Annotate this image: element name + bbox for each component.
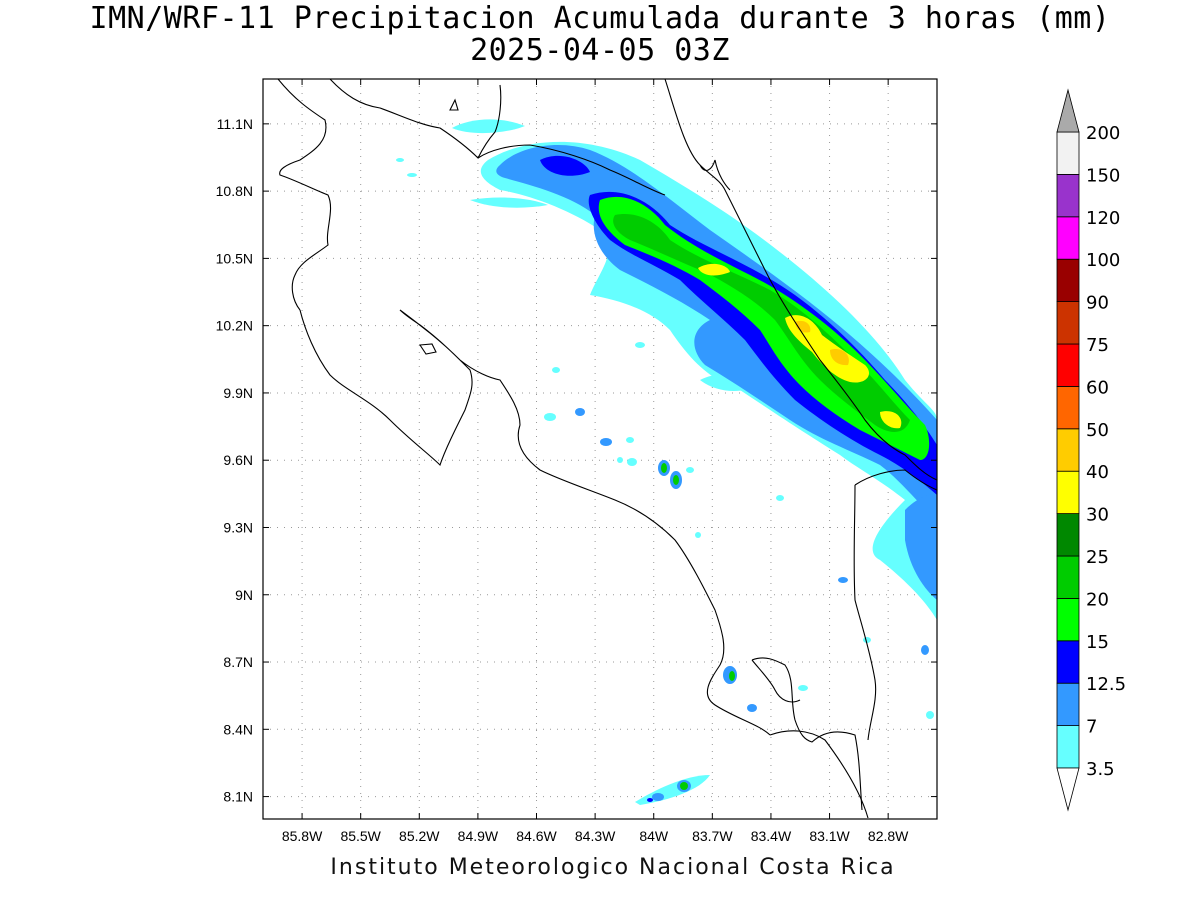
colorbar-label: 15 bbox=[1086, 632, 1109, 653]
lon-tick-label: 84.6W bbox=[516, 828, 557, 844]
colorbar-swatch bbox=[1056, 216, 1080, 260]
lon-tick-label: 83.1W bbox=[809, 828, 850, 844]
colorbar-label: 30 bbox=[1086, 505, 1109, 526]
colorbar-label: 100 bbox=[1086, 250, 1120, 271]
colorbar-swatch bbox=[1056, 640, 1080, 684]
colorbar-label: 7 bbox=[1086, 717, 1097, 738]
san-juan-river bbox=[699, 159, 731, 191]
colorbar-label: 12.5 bbox=[1086, 674, 1126, 695]
colorbar-swatch bbox=[1056, 173, 1080, 218]
burica-peninsula bbox=[751, 659, 801, 703]
lat-tick-label: 10.8N bbox=[216, 183, 253, 199]
costa-rica-nicaragua-border bbox=[477, 144, 666, 196]
colorbar-label: 40 bbox=[1086, 462, 1109, 483]
lon-tick-label: 85.8W bbox=[282, 828, 323, 844]
latitude-axis: 11.1N 10.8N 10.5N 10.2N 9.9N 9.6N 9.3N 9N 8.7N 8.… bbox=[216, 116, 937, 805]
coastlines-borders bbox=[277, 79, 937, 819]
panama-border bbox=[769, 730, 869, 819]
lon-tick-label: 85.5W bbox=[340, 828, 381, 844]
lat-tick-label: 9.6N bbox=[223, 452, 253, 468]
colorbar-label: 120 bbox=[1086, 208, 1120, 229]
footer-credit: Instituto Meteorologico Nacional Costa R… bbox=[330, 855, 896, 880]
colorbar-low-triangle bbox=[1056, 767, 1080, 812]
plot-frame bbox=[262, 78, 938, 820]
panama-caribbean-border bbox=[854, 469, 937, 491]
nicoya-gulf-island bbox=[419, 343, 437, 355]
lat-tick-label: 11.1N bbox=[217, 116, 253, 132]
island-small bbox=[449, 98, 459, 111]
map-subtitle-datetime: 2025-04-05 03Z bbox=[470, 33, 730, 68]
colorbar-swatch bbox=[1056, 258, 1080, 303]
colorbar-label: 90 bbox=[1086, 293, 1109, 314]
lat-tick-label: 10.2N bbox=[216, 318, 253, 334]
colorbar-label: 150 bbox=[1086, 165, 1120, 186]
colorbar-swatch bbox=[1056, 343, 1080, 387]
lon-tick-label: 83.7W bbox=[692, 828, 733, 844]
lon-tick-label: 82.8W bbox=[868, 828, 909, 844]
lon-tick-label: 84.9W bbox=[458, 828, 499, 844]
lon-tick-label: 83.4W bbox=[751, 828, 792, 844]
bocas-del-toro bbox=[853, 484, 877, 741]
map-title: IMN/WRF-11 Precipitacion Acumulada duran… bbox=[89, 1, 1111, 36]
colorbar-legend: 3.5 7 12.5 15 20 25 30 40 50 60 75 90 100 120 150 200 bbox=[1056, 88, 1126, 812]
lon-tick-label: 85.2W bbox=[399, 828, 440, 844]
lat-tick-label: 9.3N bbox=[223, 519, 253, 535]
colorbar-swatch bbox=[1056, 470, 1080, 515]
colorbar-swatch bbox=[1056, 301, 1080, 345]
longitude-axis: 85.8W 85.5W 85.2W 84.9W 84.6W 84.3W 84W 83.7W 83… bbox=[282, 79, 909, 844]
lat-tick-label: 8.7N bbox=[223, 654, 253, 670]
colorbar-label: 75 bbox=[1086, 335, 1109, 356]
precip-band-40 bbox=[795, 320, 849, 366]
lat-tick-label: 9.9N bbox=[223, 385, 253, 401]
colorbar-swatch bbox=[1056, 428, 1080, 472]
colorbar-swatch bbox=[1056, 555, 1080, 599]
lat-tick-label: 10.5N bbox=[216, 250, 253, 266]
colorbar-swatch bbox=[1056, 598, 1080, 642]
precip-band-7 bbox=[496, 145, 937, 600]
precip-scattered-cells bbox=[396, 158, 934, 805]
lon-tick-label: 84.3W bbox=[575, 828, 616, 844]
colorbar-high-triangle bbox=[1056, 88, 1080, 133]
colorbar-swatch bbox=[1056, 682, 1080, 727]
colorbar-label: 3.5 bbox=[1086, 759, 1115, 780]
colorbar-swatch bbox=[1056, 513, 1080, 557]
pacific-coast-costa-rica bbox=[299, 309, 771, 736]
precip-band-20 bbox=[613, 214, 910, 432]
osa-peninsula bbox=[751, 657, 863, 811]
lon-tick-label: 84W bbox=[639, 828, 669, 844]
lat-tick-label: 8.4N bbox=[223, 721, 253, 737]
colorbar-swatch bbox=[1056, 385, 1080, 430]
colorbar-label: 200 bbox=[1086, 123, 1120, 144]
colorbar-label: 50 bbox=[1086, 420, 1109, 441]
nicaragua-coast bbox=[277, 79, 332, 311]
colorbar-label: 25 bbox=[1086, 547, 1109, 568]
colorbar-label: 20 bbox=[1086, 589, 1109, 610]
lake-nicaragua-shore bbox=[329, 79, 502, 159]
lat-tick-label: 8.1N bbox=[223, 789, 253, 805]
colorbar-swatch bbox=[1056, 131, 1080, 175]
colorbar-label: 60 bbox=[1086, 377, 1109, 398]
colorbar-swatch bbox=[1056, 725, 1080, 769]
lat-tick-label: 9N bbox=[235, 587, 253, 603]
